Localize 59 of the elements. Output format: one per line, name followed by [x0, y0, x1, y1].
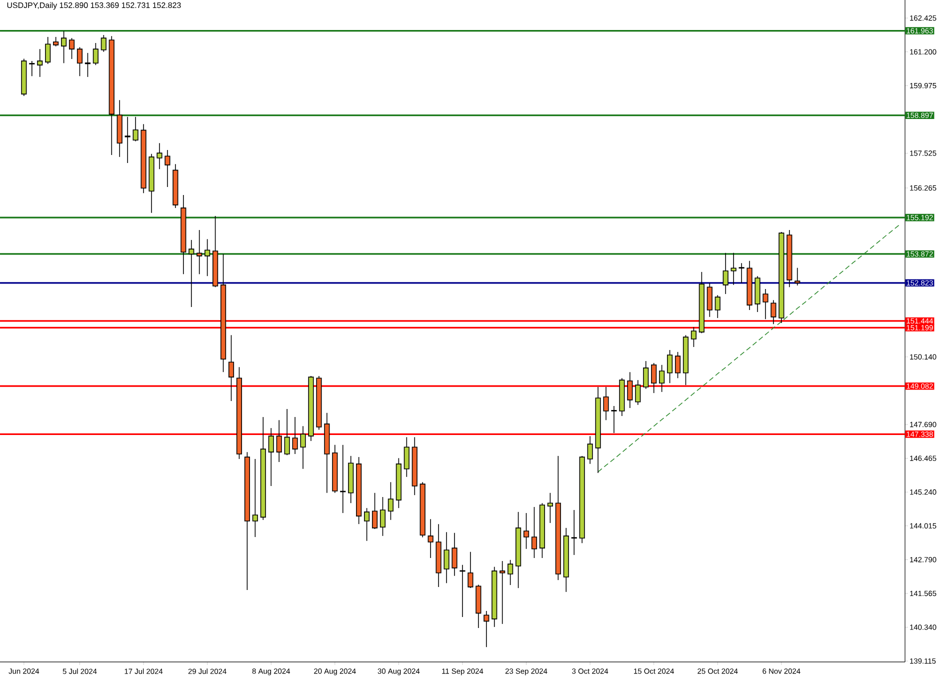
candlestick [53, 36, 59, 47]
candlestick [252, 458, 258, 538]
candlestick [364, 508, 370, 542]
candlestick [92, 42, 98, 66]
candlestick [68, 38, 75, 60]
candlestick [523, 512, 530, 550]
candlestick [730, 252, 736, 286]
candlestick [164, 150, 170, 188]
candlestick [484, 610, 490, 648]
candlestick [611, 406, 617, 434]
candlestick [706, 282, 712, 318]
candlestick [603, 386, 609, 420]
candlestick [651, 362, 657, 394]
candlestick [37, 48, 43, 78]
candlestick [204, 238, 210, 276]
candlestick [643, 360, 649, 390]
candlestick [188, 240, 194, 308]
candlestick [500, 560, 506, 624]
candlestick [468, 552, 474, 588]
candlestick [571, 510, 577, 556]
candlestick [76, 46, 83, 77]
candlestick [84, 52, 91, 78]
candlestick [132, 116, 138, 142]
candlestick [762, 288, 768, 320]
candlestick [156, 142, 162, 170]
candlestick [714, 294, 720, 318]
candlestick [659, 364, 665, 392]
candlestick [428, 518, 434, 558]
candlestick [531, 506, 538, 558]
candlestick [100, 34, 106, 52]
candlestick [124, 116, 130, 164]
candlestick [722, 252, 728, 294]
candlestick [268, 428, 274, 486]
candlestick [292, 416, 298, 454]
candlestick [770, 300, 776, 324]
candlestick [587, 436, 593, 464]
candlestick [404, 436, 410, 478]
candlestick [372, 492, 378, 530]
candlestick [667, 350, 673, 384]
candlestick [738, 262, 744, 284]
candlestick [29, 60, 35, 77]
candlestick [547, 492, 553, 524]
candlestick [388, 482, 394, 520]
candlestick [674, 352, 681, 379]
candlestick [300, 426, 306, 470]
candlestick [508, 560, 514, 586]
candlestick [276, 420, 282, 462]
candlestick [284, 408, 290, 456]
candlestick [196, 230, 202, 275]
candlestick [45, 36, 51, 64]
candlestick [690, 326, 697, 348]
candlestick [794, 267, 800, 286]
candlestick [380, 496, 386, 536]
candlestick [444, 532, 450, 584]
candlestick [61, 30, 67, 64]
candlestick [452, 532, 458, 576]
candlestick [228, 334, 234, 402]
candlestick [627, 372, 633, 408]
candlestick [635, 380, 641, 406]
